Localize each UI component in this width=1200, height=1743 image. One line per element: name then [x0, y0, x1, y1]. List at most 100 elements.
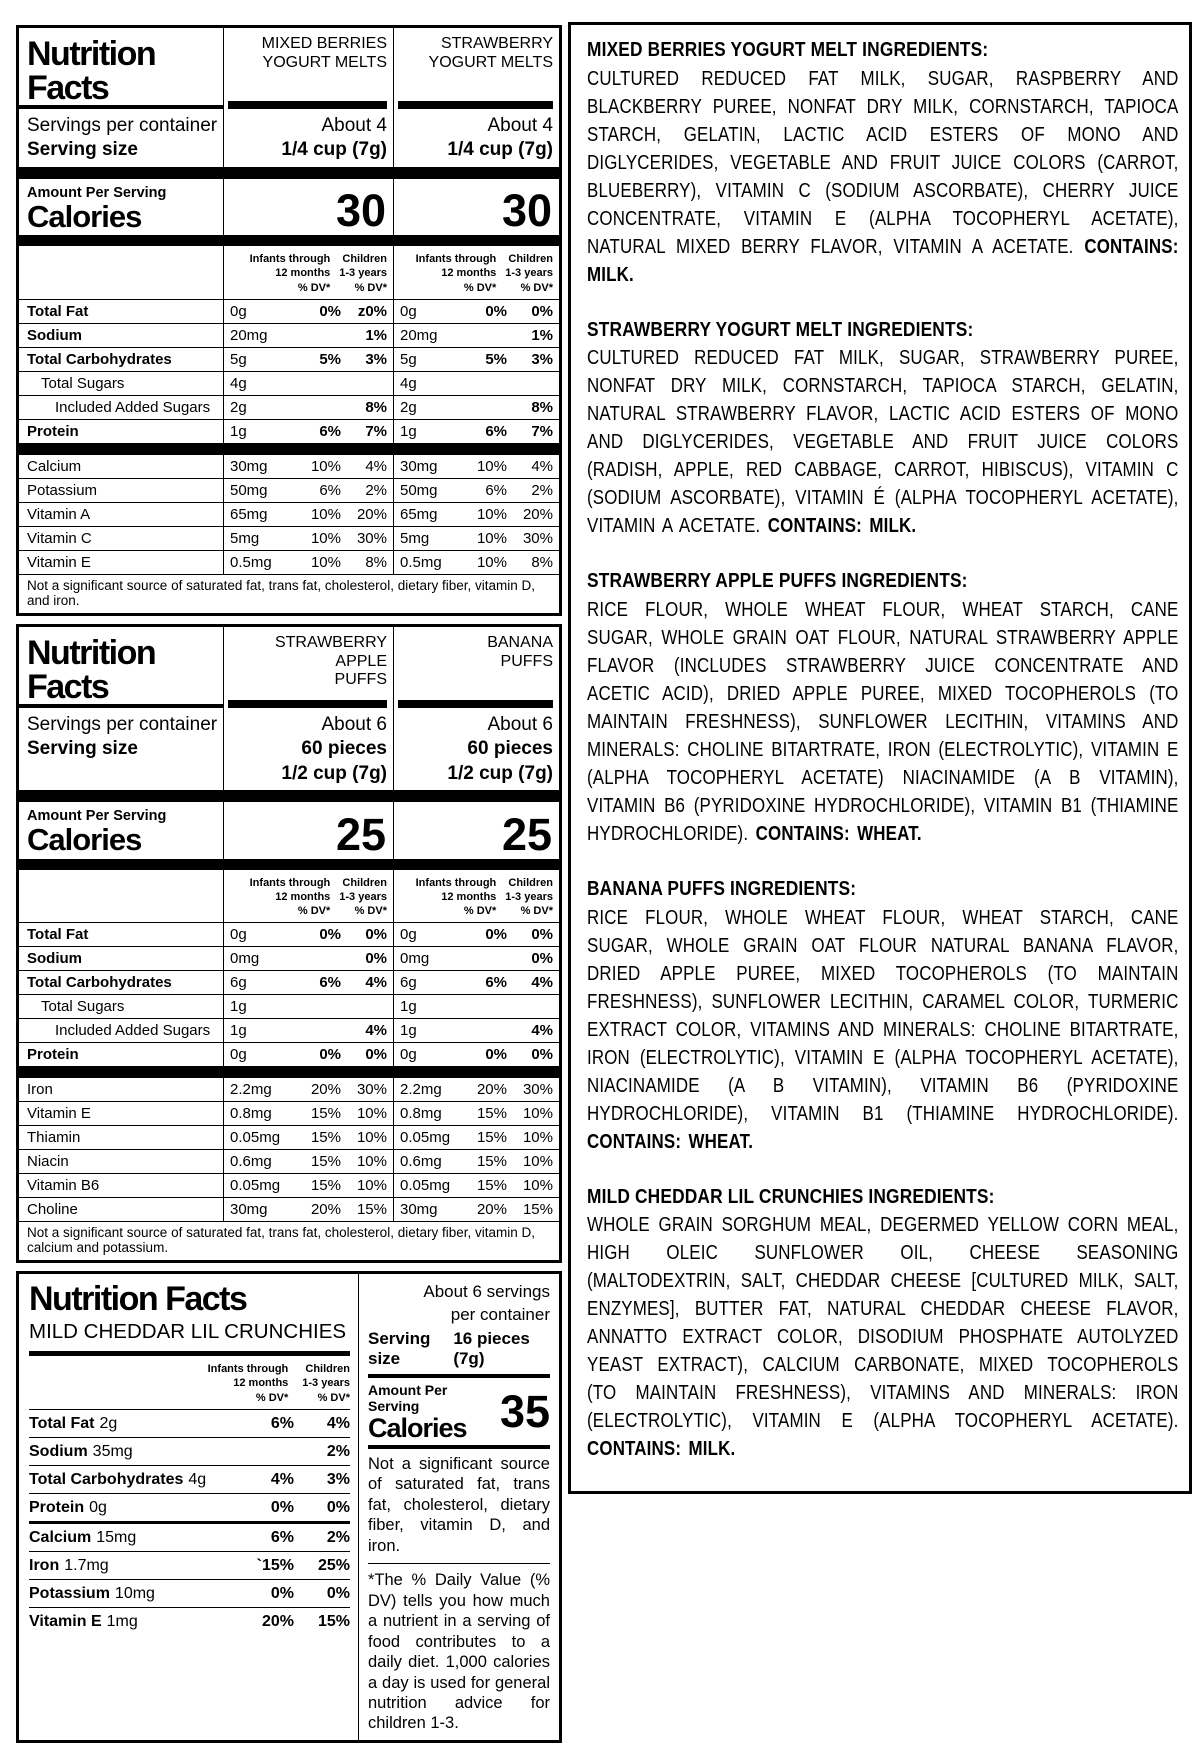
nutrient-amount: 20mg [230, 327, 268, 345]
nutrient-dv-children [507, 375, 553, 392]
nutrient-dv-infants: 0% [319, 303, 341, 321]
dv-header-line: % DV* [463, 281, 497, 294]
serving-line: 1/4 cup (7g) [447, 139, 553, 161]
nutrient-dv-infants: 15% [310, 1153, 341, 1171]
children-dv-header: Children 1-3 years% DV* [505, 876, 553, 919]
calories-value-cell: 25 [393, 802, 559, 870]
nutrient-values: 5g 5% 3% [223, 348, 393, 373]
servings-labels: Servings per container Serving size [19, 708, 223, 802]
nutrient-dv-infants [451, 399, 507, 416]
nutrient-values: 0g 0% 0% [223, 923, 393, 948]
nutrient-dv-infants: 15% [310, 1105, 341, 1123]
nutrient-amount: 0.6mg [400, 1153, 442, 1171]
nutrient-label: Vitamin E [29, 1613, 102, 1631]
nutrient-dv-infants [285, 399, 341, 416]
dv-header-line: % DV* [297, 905, 331, 918]
nutrient-amount: 50mg [230, 482, 268, 500]
nutrient-dv-children: 0% [365, 950, 387, 968]
product-name-lines: STRAWBERRY APPLE PUFFS [228, 634, 387, 690]
nutrient-dv-infants: 15% [476, 1129, 507, 1147]
nutrient-values: 0mg 0% [223, 947, 393, 972]
calories-label: Calories [368, 1412, 468, 1443]
nutrient-amount: 0g [400, 303, 417, 321]
nutrition-panels-column: Nutrition Facts MIXED BERRIES YOGURT MELT… [16, 25, 562, 1743]
nutrient-amount: 4g [400, 375, 417, 393]
nutrient-label: Total Carbohydrates [19, 971, 223, 996]
nutrient-values: 30mg 10% 4% [393, 455, 559, 480]
contains-statement: CONTAINS: MILK. [767, 515, 917, 538]
dv-header-line: Infants through [249, 253, 331, 266]
ingredients-section: STRAWBERRY APPLE PUFFS INGREDIENTS: RICE … [587, 567, 1179, 848]
servings-per-container-label: Servings per container [27, 714, 218, 736]
nutrition-grid: Nutrition Facts STRAWBERRY APPLE PUFFS BA… [19, 627, 559, 1223]
ingredients-text: WHOLE GRAIN SORGHUM MEAL, DEGERMED YELLO… [587, 1214, 1179, 1461]
nutrient-rows: Total Fat 2g 6% 4% Sodium 35mg 2% Total Carbohy… [29, 1410, 350, 1635]
nutrient-row: Calcium 15mg 6% 2% [29, 1524, 350, 1553]
nutrition-facts-panel-puffs: Nutrition Facts STRAWBERRY APPLE PUFFS BA… [16, 624, 562, 1264]
nutrient-row: Total Fat 2g 6% 4% [29, 1410, 350, 1439]
dv-header-line: % DV* [255, 1391, 289, 1404]
servings-labels: Servings per container Serving size [19, 109, 223, 179]
nutrient-values: 0.05mg 15% 10% [393, 1174, 559, 1199]
nutrient-dv-children: 2% [365, 482, 387, 500]
serving-size-value: 16 pieces (7g) [453, 1328, 530, 1368]
nutrient-values: 20mg 1% [393, 324, 559, 349]
nutrient-dv-infants: 6% [270, 1529, 294, 1547]
lil-crunchies-right-column: About 6 servings per container Serving s… [358, 1274, 559, 1740]
dv-header-spacer [19, 870, 223, 924]
dv-header-line: % DV* [463, 905, 497, 918]
nutrient-dv-children: 8% [531, 554, 553, 572]
nutrient-label: Protein [19, 1043, 223, 1068]
nutrient-dv-children: 10% [356, 1105, 387, 1123]
nutrient-dv-children: 2% [326, 1443, 350, 1461]
product-name-line: YOGURT MELTS [262, 53, 387, 71]
nutrient-label: Sodium [19, 947, 223, 972]
nutrient-dv-children: 10% [522, 1153, 553, 1171]
nutrient-dv-infants [285, 998, 341, 1015]
nutrient-label: Vitamin A [19, 503, 223, 528]
nutrient-dv-children: 4% [365, 974, 387, 992]
nutrient-amount: 0g [89, 1499, 107, 1517]
nutrient-label: Total Carbohydrates [29, 1471, 184, 1489]
nutrient-dv-infants: 10% [310, 506, 341, 524]
nutrient-dv-children: 4% [531, 974, 553, 992]
nutrient-values: 5mg 10% 30% [393, 527, 559, 552]
nutrient-dv-children: 0% [531, 303, 553, 321]
nutrient-amount: 2g [99, 1415, 118, 1433]
nutrient-dv-children: 20% [522, 506, 553, 524]
nutrient-dv-infants [285, 950, 341, 967]
nutrient-dv-infants: 4% [270, 1471, 294, 1489]
not-significant-note: Not a significant source of saturated fa… [368, 1449, 550, 1565]
ingredients-heading: STRAWBERRY YOGURT MELT INGREDIENTS: [587, 317, 974, 341]
nutrient-amount: 30mg [400, 1201, 438, 1219]
nutrient-dv-infants: 6% [485, 974, 507, 992]
product-name-lines: BANANA PUFFS [398, 634, 553, 671]
nutrient-dv-children: 10% [522, 1177, 553, 1195]
footnote: Not a significant source of saturated fa… [27, 1225, 535, 1256]
nutrient-row: Sodium 35mg 2% [29, 1438, 350, 1467]
nutrient-dv-children: 8% [531, 399, 553, 417]
dv-header: Infants through 12 months% DV* Children 1-3… [223, 869, 393, 924]
nutrient-dv-infants [285, 327, 341, 344]
nutrient-dv-infants: 15% [476, 1105, 507, 1123]
children-dv-header: Children 1-3 years% DV* [505, 252, 553, 295]
nutrient-values: 0g 0% 0% [223, 1043, 393, 1068]
nutrient-values: 0.05mg 15% 10% [223, 1174, 393, 1199]
nutrient-values: 0g 0% 0% [393, 923, 559, 948]
nutrient-dv-children: 0% [531, 926, 553, 944]
amount-per-serving-label: Amount Per Serving [368, 1381, 448, 1414]
nutrient-label: Included Added Sugars [19, 396, 223, 421]
ingredients-text: RICE FLOUR, WHOLE WHEAT FLOUR, WHEAT STA… [587, 599, 1179, 846]
nutrient-dv-infants: 6% [270, 1415, 294, 1433]
nutrient-amount: 0.05mg [400, 1129, 451, 1147]
nutrient-values: 0mg 0% [393, 947, 559, 972]
nutrient-amount: 1mg [106, 1613, 138, 1631]
nutrient-values: 20mg 1% [223, 324, 393, 349]
children-dv-header: Children 1-3 years% DV* [339, 876, 387, 919]
serving-line: 1/2 cup (7g) [281, 762, 387, 784]
contains-statement: CONTAINS: WHEAT. [755, 823, 922, 846]
nutrient-dv-infants: 0% [485, 303, 507, 321]
nutrient-amount: 30mg [400, 458, 438, 476]
dv-header-line: 1-3 years [339, 267, 387, 280]
nutrient-label: Total Fat [19, 923, 223, 948]
